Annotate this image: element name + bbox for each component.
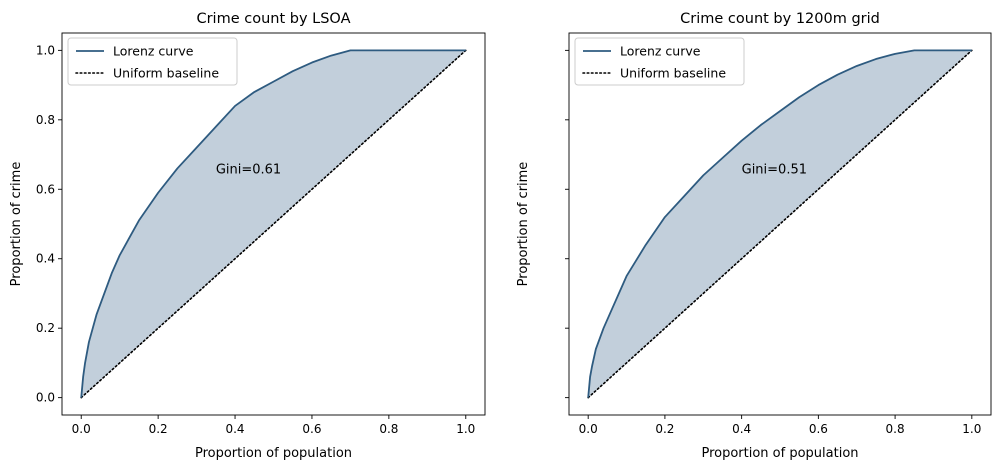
legend-lorenz-label: Lorenz curve <box>620 44 701 59</box>
y-tick-label: 0.2 <box>36 321 55 335</box>
legend: Lorenz curve Uniform baseline <box>574 37 745 86</box>
legend-lorenz-label: Lorenz curve <box>113 44 194 59</box>
chart-title: Crime count by 1200m grid <box>680 11 880 27</box>
x-tick-label: 0.6 <box>302 422 321 436</box>
x-tick-label: 0.4 <box>732 422 751 436</box>
legend-baseline-label: Uniform baseline <box>620 66 726 81</box>
lorenz-curve-line <box>80 49 466 398</box>
legend-baseline-label: Uniform baseline <box>113 66 219 81</box>
gini-area-fill <box>588 50 972 398</box>
y-axis-label: Proportion of crime <box>9 162 24 287</box>
axes-frame <box>61 32 486 416</box>
gini-annotation: Gini=0.61 <box>216 162 281 177</box>
x-tick-label: 0.8 <box>886 422 905 436</box>
chart-panel-2: 0.0 0.2 0.4 0.6 0.8 1.0 Crime count by 1200m g… <box>516 11 992 461</box>
y-tick-label: 0.4 <box>36 252 55 266</box>
legend-box <box>67 37 238 86</box>
legend: Lorenz curve Uniform baseline <box>67 37 238 86</box>
x-tick-label: 0.2 <box>149 422 168 436</box>
y-tick-label: 0.6 <box>36 182 55 196</box>
gini-annotation: Gini=0.51 <box>742 162 807 177</box>
x-tick-label: 0.0 <box>72 422 91 436</box>
x-tick-label: 0.2 <box>655 422 674 436</box>
lorenz-curve-line <box>587 49 972 398</box>
x-tick-label: 1.0 <box>962 422 981 436</box>
y-axis-label: Proportion of crime <box>516 162 531 287</box>
x-tick-label: 1.0 <box>456 422 475 436</box>
chart-panel-1: 0.0 0.2 0.4 0.6 0.8 1.0 0.0 0.2 0.4 0.6 0.8 1.0 Crim… <box>9 11 486 461</box>
x-tick-label: 0.0 <box>579 422 598 436</box>
x-tick-label: 0.6 <box>809 422 828 436</box>
y-tick-label: 1.0 <box>36 43 55 57</box>
uniform-baseline-line <box>80 49 467 399</box>
x-tick-label: 0.4 <box>225 422 244 436</box>
legend-box <box>574 37 745 86</box>
x-tick-label: 0.8 <box>379 422 398 436</box>
uniform-baseline-line <box>587 49 973 399</box>
axes-frame <box>568 32 992 416</box>
x-axis-label: Proportion of population <box>701 446 858 461</box>
chart-title: Crime count by LSOA <box>196 11 350 27</box>
y-tick-label: 0.0 <box>36 391 55 405</box>
y-tick-label: 0.8 <box>36 113 55 127</box>
x-axis-label: Proportion of population <box>195 446 352 461</box>
